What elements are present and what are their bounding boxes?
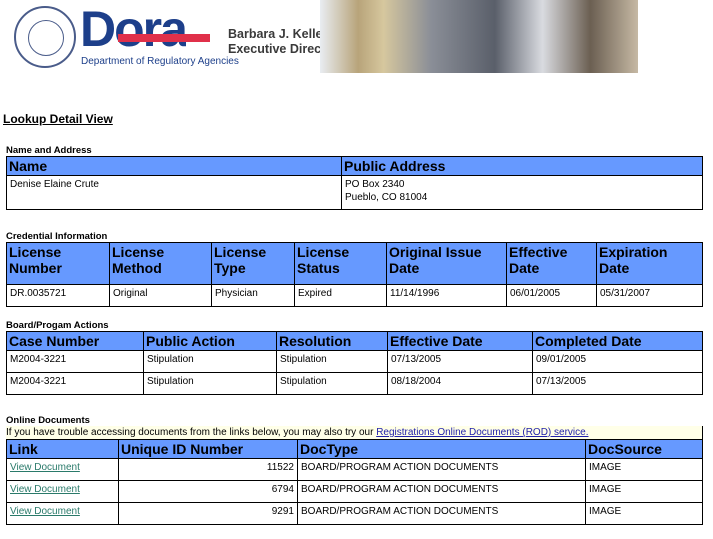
cell-doctype: BOARD/PROGRAM ACTION DOCUMENTS bbox=[297, 502, 586, 525]
table-row: View Document 6794 BOARD/PROGRAM ACTION DO… bbox=[6, 480, 703, 503]
section-label-credential: Credential Information bbox=[6, 231, 108, 242]
cell-license-method: Original bbox=[109, 284, 212, 307]
board-actions-table: Case Number Public Action Resolution Eff… bbox=[6, 331, 703, 395]
director-block: Barbara J. Kelley Executive Director bbox=[228, 27, 338, 57]
view-document-link[interactable]: View Document bbox=[10, 506, 80, 517]
header-resolution: Resolution bbox=[276, 331, 388, 351]
cell-unique-id: 6794 bbox=[118, 480, 298, 503]
header-effective-date: Effective Date bbox=[506, 242, 597, 285]
cell-doctype: BOARD/PROGRAM ACTION DOCUMENTS bbox=[297, 458, 586, 481]
header-link: Link bbox=[6, 439, 119, 459]
cell-public-action: Stipulation bbox=[143, 350, 277, 373]
cell-effective-date: 06/01/2005 bbox=[506, 284, 597, 307]
documents-notice: If you have trouble accessing documents … bbox=[6, 426, 703, 439]
header-public-address: Public Address bbox=[341, 156, 703, 176]
banner: Dora Department of Regulatory Agencies B… bbox=[8, 0, 638, 73]
page-title: Lookup Detail View bbox=[3, 112, 113, 126]
address-line: Pueblo, CO 81004 bbox=[345, 192, 428, 203]
documents-table: Link Unique ID Number DocType DocSource … bbox=[6, 439, 703, 525]
header-unique-id: Unique ID Number bbox=[118, 439, 298, 459]
address-cell: PO Box 2340 Pueblo, CO 81004 bbox=[341, 175, 703, 210]
cell-public-action: Stipulation bbox=[143, 372, 277, 395]
header-doctype: DocType bbox=[297, 439, 586, 459]
section-label-board: Board/Progam Actions bbox=[6, 320, 109, 331]
credential-table: License Number License Method License Ty… bbox=[6, 242, 703, 307]
cell-effective-date: 08/18/2004 bbox=[387, 372, 533, 395]
cell-docsource: IMAGE bbox=[585, 502, 703, 525]
cell-resolution: Stipulation bbox=[276, 350, 388, 373]
department-name: Department of Regulatory Agencies bbox=[81, 56, 239, 67]
cell-license-status: Expired bbox=[294, 284, 387, 307]
cell-resolution: Stipulation bbox=[276, 372, 388, 395]
director-title: Executive Director bbox=[228, 42, 338, 56]
cell-license-number: DR.0035721 bbox=[6, 284, 110, 307]
dora-logo: Dora bbox=[80, 4, 186, 54]
table-row: M2004-3221 Stipulation Stipulation 07/13/20… bbox=[6, 350, 703, 373]
capitol-photo bbox=[320, 0, 638, 73]
name-address-table: Name Public Address Denise Elaine Crute PO… bbox=[6, 156, 703, 210]
view-document-link[interactable]: View Document bbox=[10, 462, 80, 473]
table-row: View Document 11522 BOARD/PROGRAM ACTION D… bbox=[6, 458, 703, 481]
cell-unique-id: 9291 bbox=[118, 502, 298, 525]
cell-expiration-date: 05/31/2007 bbox=[596, 284, 703, 307]
section-label-name-address: Name and Address bbox=[6, 145, 92, 156]
header-docsource: DocSource bbox=[585, 439, 703, 459]
cell-license-type: Physician bbox=[211, 284, 295, 307]
director-name: Barbara J. Kelley bbox=[228, 27, 330, 41]
section-label-documents: Online Documents bbox=[6, 415, 90, 426]
header-name: Name bbox=[6, 156, 342, 176]
cell-doctype: BOARD/PROGRAM ACTION DOCUMENTS bbox=[297, 480, 586, 503]
table-row: M2004-3221 Stipulation Stipulation 08/18/20… bbox=[6, 372, 703, 395]
header-license-number: License Number bbox=[6, 242, 110, 285]
notice-text: If you have trouble accessing documents … bbox=[6, 427, 377, 438]
cell-effective-date: 07/13/2005 bbox=[387, 350, 533, 373]
header-license-method: License Method bbox=[109, 242, 212, 285]
header-case-number: Case Number bbox=[6, 331, 144, 351]
cell-completed-date: 07/13/2005 bbox=[532, 372, 703, 395]
header-expiration-date: Expiration Date bbox=[596, 242, 703, 285]
cell-case-number: M2004-3221 bbox=[6, 350, 144, 373]
cell-original-issue-date: 11/14/1996 bbox=[386, 284, 507, 307]
name-cell: Denise Elaine Crute bbox=[6, 175, 342, 210]
cell-completed-date: 09/01/2005 bbox=[532, 350, 703, 373]
logo-stripe bbox=[118, 34, 210, 42]
header-completed-date: Completed Date bbox=[532, 331, 703, 351]
cell-docsource: IMAGE bbox=[585, 458, 703, 481]
view-document-link[interactable]: View Document bbox=[10, 484, 80, 495]
table-row: View Document 9291 BOARD/PROGRAM ACTION DO… bbox=[6, 502, 703, 525]
address-line: PO Box 2340 bbox=[345, 179, 405, 190]
header-public-action: Public Action bbox=[143, 331, 277, 351]
header-license-type: License Type bbox=[211, 242, 295, 285]
header-license-status: License Status bbox=[294, 242, 387, 285]
rod-service-link[interactable]: Registrations Online Documents (ROD) ser… bbox=[376, 427, 589, 438]
cell-unique-id: 11522 bbox=[118, 458, 298, 481]
colorado-seal-logo bbox=[14, 6, 76, 68]
cell-case-number: M2004-3221 bbox=[6, 372, 144, 395]
header-original-issue-date: Original Issue Date bbox=[386, 242, 507, 285]
cell-docsource: IMAGE bbox=[585, 480, 703, 503]
header-effective-date: Effective Date bbox=[387, 331, 533, 351]
